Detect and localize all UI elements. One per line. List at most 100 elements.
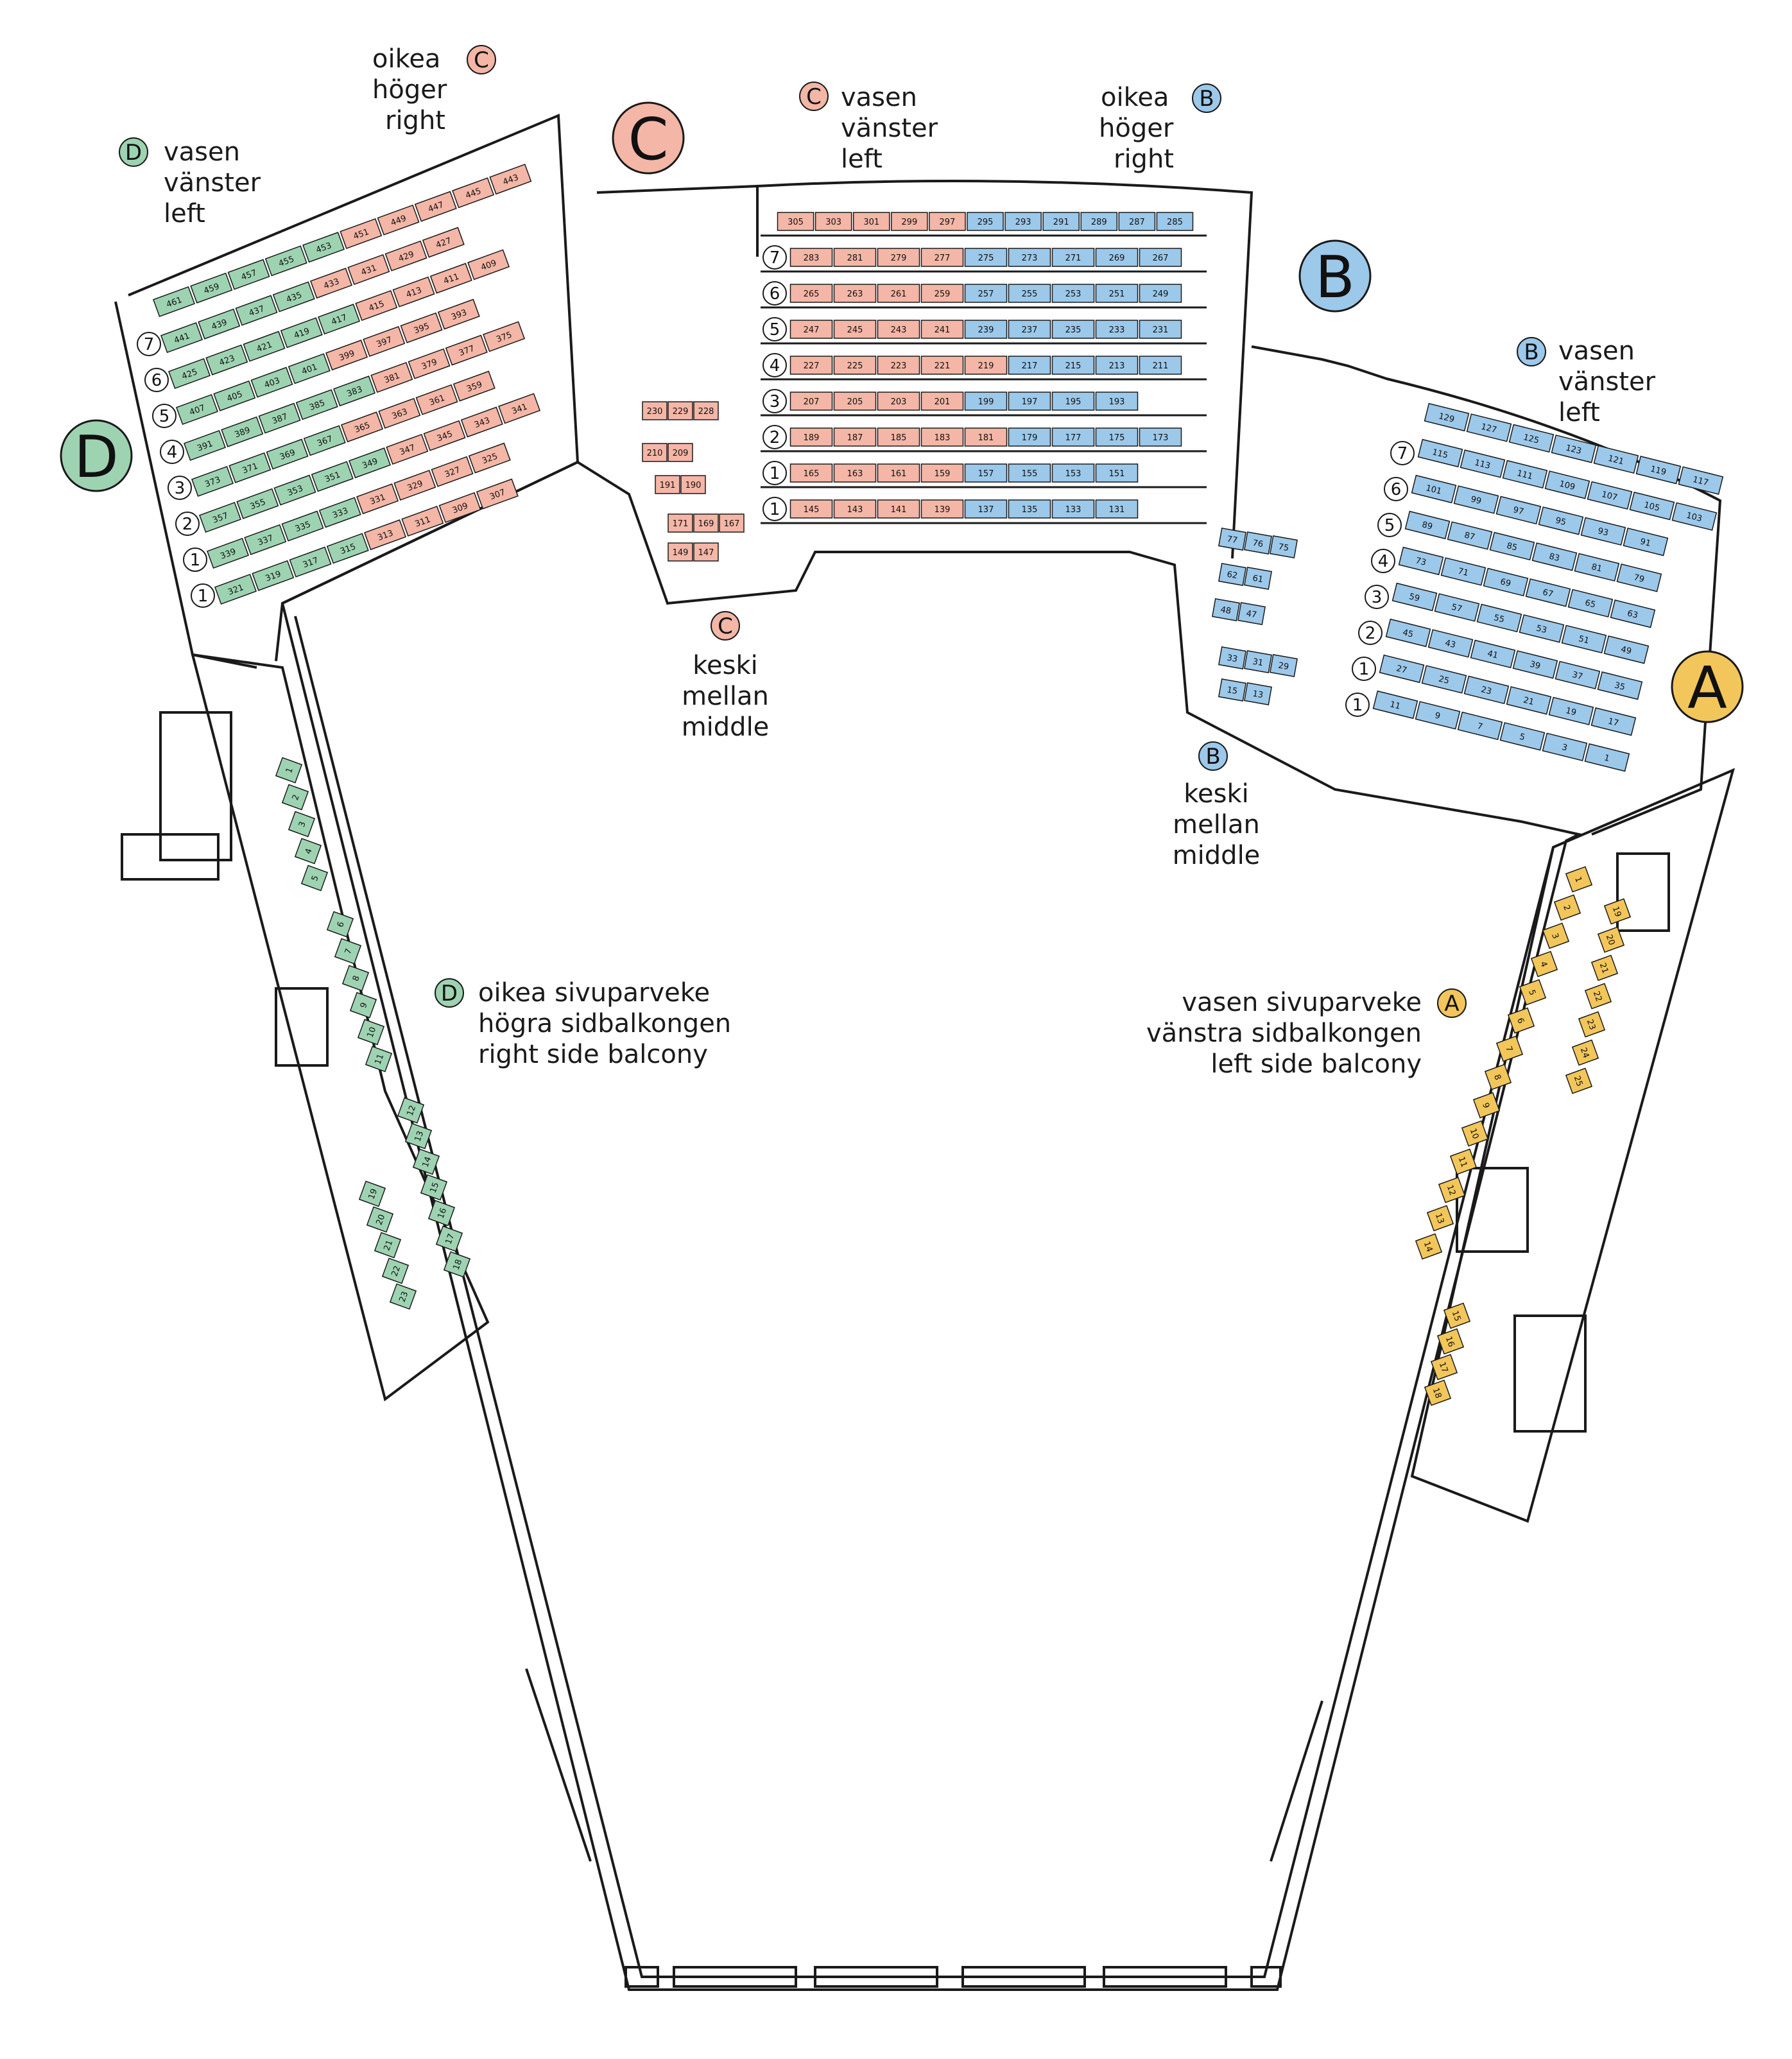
seat-left-block[interactable]: 447	[414, 191, 457, 222]
seat-left-block[interactable]: 373	[191, 465, 234, 497]
seat-right-block[interactable]: 89	[1404, 510, 1451, 540]
seat-center-right[interactable]: 251	[1095, 284, 1139, 303]
seat-d-side[interactable]: 10	[357, 1019, 385, 1046]
seat-left-block[interactable]: 413	[392, 276, 435, 307]
seat-a-side[interactable]: 22	[1584, 983, 1612, 1010]
seat-left-block[interactable]: 397	[363, 325, 406, 358]
seat-right-block[interactable]: 3	[1542, 732, 1588, 762]
seat-right-block[interactable]: 117	[1678, 466, 1724, 495]
seat-left-block[interactable]: 461	[152, 286, 196, 318]
seat-left-block[interactable]: 449	[377, 204, 420, 236]
seat-right-block[interactable]: 53	[1519, 614, 1565, 643]
seat-left-block[interactable]: 441	[160, 322, 203, 354]
seat-right-block[interactable]: 65	[1567, 589, 1614, 618]
section-badge-a[interactable]: A	[1671, 650, 1744, 723]
seat-right-block[interactable]: 93	[1580, 517, 1626, 546]
seat-center-right[interactable]: 135	[1008, 499, 1051, 519]
seat-d-side[interactable]: 5	[300, 865, 329, 892]
seat-center-left[interactable]: 303	[814, 212, 852, 231]
section-badge-d[interactable]: D	[60, 419, 133, 492]
seat-a-side[interactable]: 21	[1590, 954, 1619, 981]
seat-center-right[interactable]: 271	[1051, 248, 1095, 267]
seat-center-left[interactable]: 279	[877, 248, 920, 267]
seat-a-side[interactable]: 11	[1449, 1148, 1478, 1175]
seat-c-middle[interactable]: 230	[642, 401, 668, 420]
seat-right-block[interactable]: 85	[1489, 531, 1535, 561]
seat-left-block[interactable]: 343	[460, 406, 503, 438]
seat-center-left[interactable]: 261	[877, 284, 920, 303]
seat-left-block[interactable]: 329	[393, 469, 436, 501]
seat-left-block[interactable]: 415	[355, 289, 398, 322]
seat-right-block[interactable]: 105	[1629, 492, 1675, 521]
seat-a-side[interactable]: 18	[1424, 1379, 1452, 1406]
seat-left-block[interactable]: 393	[437, 298, 480, 330]
seat-center-right[interactable]: 239	[964, 320, 1008, 339]
seat-center-left[interactable]: 181	[964, 427, 1008, 447]
seat-left-block[interactable]: 395	[400, 312, 443, 343]
seat-a-side[interactable]: 9	[1472, 1092, 1501, 1119]
seat-left-block[interactable]: 385	[295, 389, 338, 420]
seat-center-left[interactable]: 241	[920, 320, 964, 339]
seat-right-block[interactable]: 57	[1434, 593, 1480, 622]
seat-b-middle[interactable]: 62	[1218, 563, 1247, 586]
seat-c-middle[interactable]: 210	[642, 443, 668, 462]
seat-right-block[interactable]: 111	[1502, 460, 1548, 489]
seat-center-left[interactable]: 247	[789, 320, 833, 339]
seat-c-middle[interactable]: 167	[719, 513, 745, 533]
seat-b-middle[interactable]: 33	[1218, 646, 1247, 669]
seat-d-side[interactable]: 6	[326, 911, 354, 938]
seat-right-block[interactable]: 5	[1499, 722, 1546, 751]
seat-center-left[interactable]: 141	[877, 499, 920, 519]
seat-right-block[interactable]: 103	[1671, 502, 1718, 531]
seat-right-block[interactable]: 37	[1555, 660, 1601, 690]
seat-center-right[interactable]: 155	[1008, 463, 1051, 483]
seat-a-side[interactable]: 20	[1597, 926, 1625, 953]
seat-center-right[interactable]: 193	[1095, 392, 1139, 411]
seat-left-block[interactable]: 327	[431, 456, 474, 487]
seat-center-left[interactable]: 139	[920, 499, 964, 519]
seat-left-block[interactable]: 403	[250, 366, 293, 398]
seat-left-block[interactable]: 339	[206, 537, 250, 569]
seat-c-middle[interactable]: 191	[655, 475, 680, 494]
seat-center-right[interactable]: 291	[1042, 212, 1080, 231]
seat-center-left[interactable]: 227	[789, 356, 833, 375]
seat-c-middle[interactable]: 149	[668, 542, 693, 562]
seat-a-side[interactable]: 23	[1578, 1011, 1606, 1038]
seat-left-block[interactable]: 311	[401, 505, 444, 537]
seat-center-left[interactable]: 301	[852, 212, 890, 231]
seat-center-left[interactable]: 245	[833, 320, 877, 339]
seat-right-block[interactable]: 59	[1391, 582, 1438, 612]
seat-left-block[interactable]: 365	[341, 411, 384, 443]
seat-left-block[interactable]: 347	[386, 433, 429, 465]
seat-right-block[interactable]: 129	[1424, 402, 1470, 432]
seat-center-right[interactable]: 275	[964, 248, 1008, 267]
seat-b-middle[interactable]: 76	[1243, 531, 1273, 555]
seat-right-block[interactable]: 63	[1610, 599, 1656, 628]
seat-left-block[interactable]: 357	[198, 501, 242, 533]
seat-right-block[interactable]: 49	[1603, 635, 1650, 664]
seat-b-middle[interactable]: 15	[1218, 678, 1247, 702]
seat-right-block[interactable]: 109	[1544, 470, 1590, 499]
seat-left-block[interactable]: 353	[273, 474, 316, 506]
seat-center-left[interactable]: 185	[877, 427, 920, 447]
seat-center-left[interactable]: 299	[891, 212, 928, 231]
seat-a-side[interactable]: 5	[1519, 979, 1547, 1006]
seat-left-block[interactable]: 457	[227, 259, 270, 290]
seat-center-right[interactable]: 213	[1095, 356, 1139, 375]
seat-c-middle[interactable]: 190	[680, 475, 706, 494]
seat-left-block[interactable]: 317	[289, 546, 332, 578]
seat-left-block[interactable]: 341	[498, 393, 541, 424]
seat-right-block[interactable]: 95	[1538, 506, 1584, 535]
seat-right-block[interactable]: 99	[1453, 485, 1499, 514]
seat-right-block[interactable]: 91	[1623, 528, 1669, 556]
seat-right-block[interactable]: 101	[1411, 474, 1457, 504]
seat-d-side[interactable]: 11	[365, 1046, 393, 1073]
seat-left-block[interactable]: 419	[280, 317, 323, 349]
seat-a-side[interactable]: 7	[1495, 1035, 1524, 1062]
seat-d-side[interactable]: 16	[427, 1200, 456, 1227]
seat-center-right[interactable]: 289	[1080, 212, 1118, 231]
seat-center-left[interactable]: 145	[789, 499, 833, 519]
seat-center-left[interactable]: 297	[929, 212, 966, 231]
seat-center-left[interactable]: 163	[833, 463, 877, 483]
seat-left-block[interactable]: 355	[236, 488, 279, 519]
